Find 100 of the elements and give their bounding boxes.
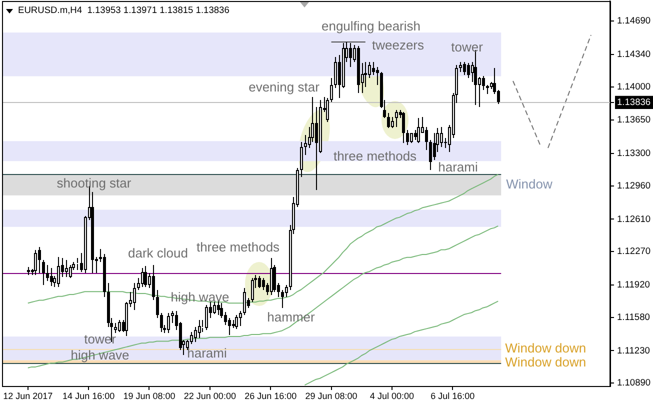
y-tick-label: 1.11580 <box>617 312 650 322</box>
x-tick-label: 12 Jun 2017 <box>3 390 53 401</box>
candlestick <box>114 322 117 334</box>
candlestick <box>46 264 49 282</box>
candlestick <box>198 320 201 338</box>
candlestick <box>50 268 53 286</box>
y-tick-label: 1.12270 <box>617 246 651 256</box>
y-tick-label: 1.13300 <box>617 148 651 158</box>
candlestick <box>224 312 227 326</box>
candlestick <box>429 140 432 170</box>
candlestick <box>160 312 163 332</box>
candlestick <box>326 98 329 122</box>
annotation: harami <box>187 346 227 361</box>
candlestick <box>410 132 413 144</box>
candlestick <box>42 260 45 286</box>
candlestick <box>300 142 303 178</box>
ref-line-label: Window down <box>505 354 586 370</box>
candlestick <box>118 320 121 332</box>
candlestick <box>281 290 284 308</box>
y-tick-label: 1.10890 <box>617 378 651 388</box>
candlestick <box>425 126 428 150</box>
x-tick-label: 14 Jun 16:00 <box>62 390 115 401</box>
annotation: evening star <box>248 80 320 95</box>
candlestick <box>243 288 246 316</box>
candlestick <box>239 310 242 326</box>
candlestick <box>414 130 417 140</box>
candlestick <box>262 278 265 290</box>
candlestick <box>141 268 144 288</box>
y-tick-label: 1.14340 <box>617 48 651 59</box>
candlestick <box>402 112 405 144</box>
annotation: dark cloud <box>128 246 188 261</box>
candlestick <box>459 62 462 72</box>
candlestick <box>144 266 147 288</box>
annotation: shooting star <box>56 176 132 191</box>
candlestick <box>349 42 352 68</box>
candlestick <box>156 290 159 318</box>
annotation: harami <box>438 160 478 175</box>
candlestick <box>213 302 216 314</box>
candlestick <box>406 130 409 146</box>
candlestick <box>258 276 261 288</box>
x-tick-label: 6 Jul 16:00 <box>430 390 475 401</box>
candlestick <box>440 126 443 148</box>
x-tick-label: 19 Jun 08:00 <box>123 390 176 401</box>
y-tick-label: 1.13650 <box>617 114 651 125</box>
candlestick <box>133 282 136 310</box>
band-label: Window <box>506 176 553 192</box>
candlestick <box>270 258 273 296</box>
annotation: tweezers <box>372 38 425 53</box>
x-tick-label: 29 Jun 08:00 <box>305 390 358 401</box>
candlestick <box>167 312 170 334</box>
candlestick <box>220 302 223 318</box>
candlestick <box>57 256 60 288</box>
chart-title: EURUSD.m,H4 1.13953 1.13971 1.13815 1.13836 <box>18 5 230 16</box>
candlestick <box>482 76 485 90</box>
ref-line-label: Window down <box>505 340 586 356</box>
candlestick <box>463 62 466 76</box>
y-tick-label: 1.11920 <box>617 280 650 290</box>
candlestick <box>65 260 68 278</box>
y-tick-label: 1.12960 <box>617 180 651 190</box>
annotation: three methods <box>196 240 280 255</box>
candlestick <box>152 264 155 300</box>
y-tick-label: 1.13836 <box>617 96 651 107</box>
candlestick <box>285 284 288 298</box>
candlestick <box>194 326 197 342</box>
candlestick <box>467 62 470 78</box>
candlestick <box>334 56 337 88</box>
candlestick <box>251 278 254 302</box>
candlestick <box>304 134 307 156</box>
x-tick-label: 26 Jun 16:00 <box>244 390 297 401</box>
x-tick-label: 4 Jul 00:00 <box>370 390 414 401</box>
candlestick <box>38 246 41 274</box>
annotation: tower <box>84 332 117 347</box>
candlestick <box>372 62 375 76</box>
candlestick <box>235 314 238 330</box>
candlestick <box>228 318 231 336</box>
candlestick <box>76 258 79 270</box>
candlestick <box>342 42 345 88</box>
candlestick <box>69 264 72 278</box>
y-tick-label: 1.11230 <box>617 345 650 356</box>
y-tick-label: 1.14000 <box>617 81 651 92</box>
candlestick <box>330 78 333 102</box>
candlestick <box>190 332 193 344</box>
x-tick-label: 22 Jun 00:00 <box>184 390 236 401</box>
annotation: tower <box>451 40 484 55</box>
y-tick-label: 1.14690 <box>617 16 651 26</box>
candlestick <box>205 304 208 330</box>
y-tick-label: 1.12610 <box>617 214 651 224</box>
candlestick <box>395 110 398 128</box>
candlestick <box>171 310 174 324</box>
annotation: engulfing bearish <box>321 18 421 34</box>
candlestick <box>387 112 390 128</box>
candlestick <box>125 302 128 336</box>
candlestick <box>319 100 322 154</box>
annotation: three methods <box>333 148 418 164</box>
candlestick <box>376 66 379 86</box>
candlestick <box>368 62 371 78</box>
candlestick <box>417 118 420 144</box>
candlestick <box>391 116 394 128</box>
candlestick <box>34 250 37 276</box>
candlestick <box>315 106 318 190</box>
